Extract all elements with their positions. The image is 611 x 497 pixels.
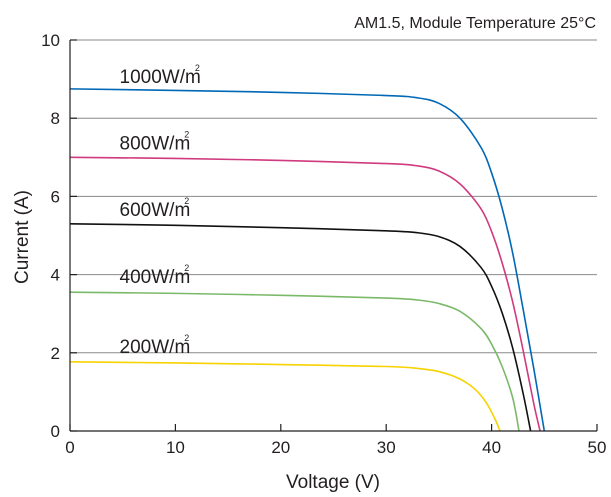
- y-tick-label-8: 8: [51, 109, 60, 128]
- y-tick-label-10: 10: [41, 31, 60, 50]
- series-label-1: 800W/m2: [120, 129, 191, 154]
- series-line-2: [69, 222, 532, 432]
- x-tick-label-0: 0: [65, 438, 74, 457]
- x-tick-label-40: 40: [482, 438, 501, 457]
- series-label-sup-3: 2: [184, 263, 189, 273]
- x-tick-label-10: 10: [166, 438, 185, 457]
- x-tick-label-50: 50: [588, 438, 607, 457]
- series-line-3: [69, 291, 520, 432]
- x-axis-label: Voltage (V): [286, 472, 380, 493]
- series-label-0: 1000W/m2: [120, 63, 201, 88]
- axes: 0 10 20 30 40 50 0 2 4 6 8 10: [41, 31, 606, 457]
- gridlines: [70, 39, 597, 354]
- y-tick-label-4: 4: [51, 266, 60, 285]
- series-label-sup-2: 2: [184, 196, 189, 206]
- conditions-note: AM1.5, Module Temperature 25°C: [354, 15, 596, 32]
- series-label-4: 200W/m2: [120, 333, 191, 358]
- series-label-2: 600W/m2: [120, 196, 191, 221]
- series-line-1: [69, 156, 541, 432]
- series-line-0: [69, 88, 546, 432]
- series-label-sup-4: 2: [184, 333, 189, 343]
- y-axis-label: Current (A): [12, 190, 33, 284]
- series-line-4: [69, 360, 501, 432]
- series-label-sup-0: 2: [195, 63, 200, 73]
- y-tick-label-6: 6: [51, 187, 60, 206]
- x-tick-label-30: 30: [377, 438, 396, 457]
- y-tick-label-2: 2: [51, 344, 60, 363]
- series-label-sup-1: 2: [184, 129, 189, 139]
- series-label-3: 400W/m2: [120, 263, 191, 288]
- curves: [69, 88, 546, 432]
- x-tick-label-20: 20: [271, 438, 290, 457]
- y-tick-label-0: 0: [51, 422, 60, 441]
- curve-labels: 1000W/m2 800W/m2 600W/m2 400W/m2 200W/m2: [120, 63, 201, 358]
